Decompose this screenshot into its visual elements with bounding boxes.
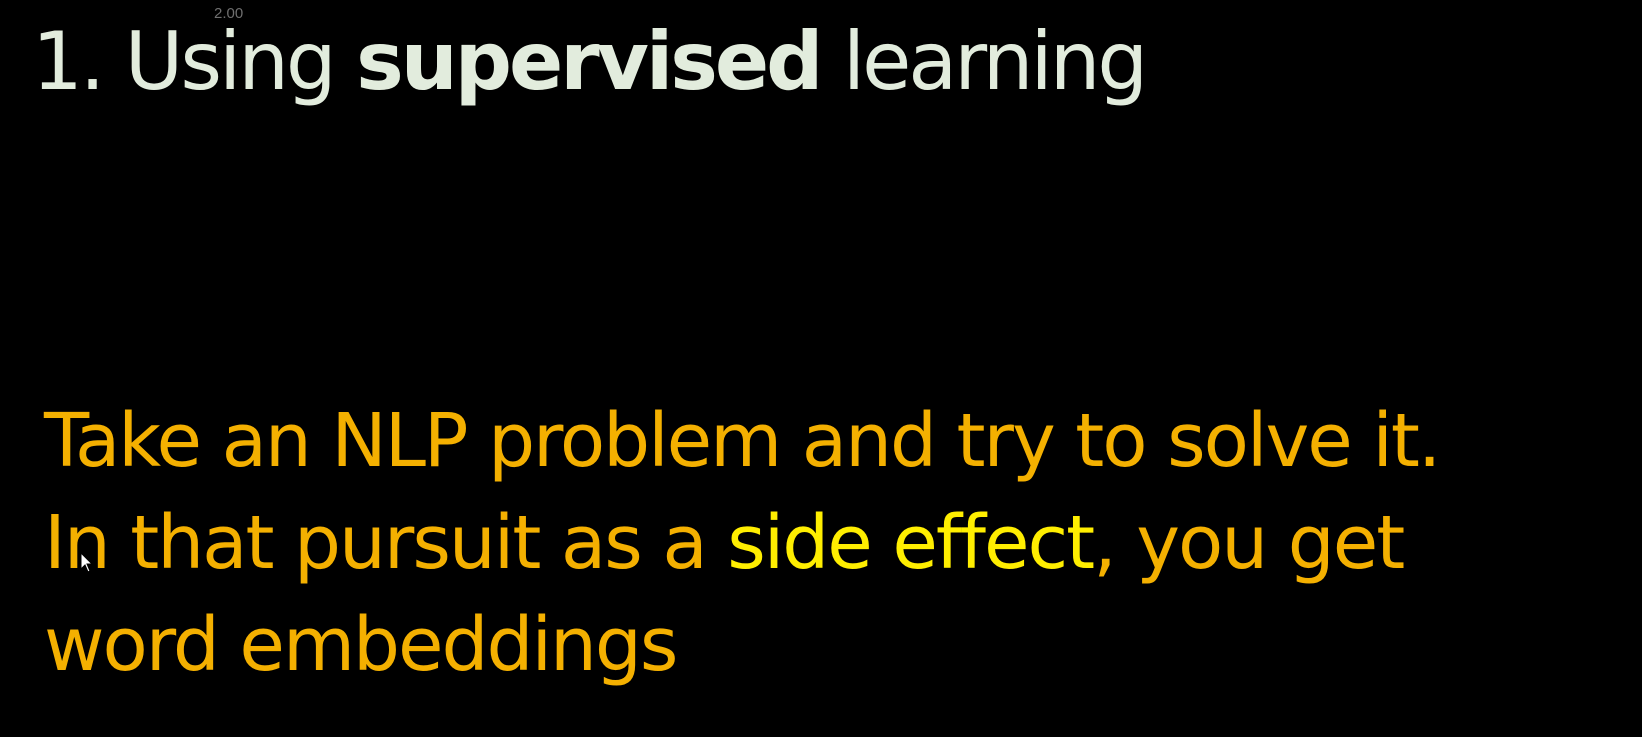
title-suffix: learning — [820, 15, 1148, 108]
body-line-2-start: In that pursuit as a — [44, 500, 728, 586]
mouse-pointer-icon — [80, 552, 94, 573]
body-line-3: word embeddings — [44, 602, 678, 688]
title-prefix: 1. Using — [32, 15, 357, 108]
slide-title: 1. Using supervised learning — [32, 12, 1148, 112]
body-line-2: In that pursuit as a side effect, you ge… — [44, 492, 1634, 594]
playback-speed-badge: 2.00 — [214, 5, 244, 22]
body-line-2-end: , you get — [1093, 500, 1405, 586]
highlight-side-effect: side effect — [727, 500, 1095, 586]
title-bold-word: supervised — [356, 15, 823, 108]
body-line-1: Take an NLP problem and try to solve it. — [44, 398, 1441, 484]
slide-body: Take an NLP problem and try to solve it.… — [44, 390, 1634, 696]
